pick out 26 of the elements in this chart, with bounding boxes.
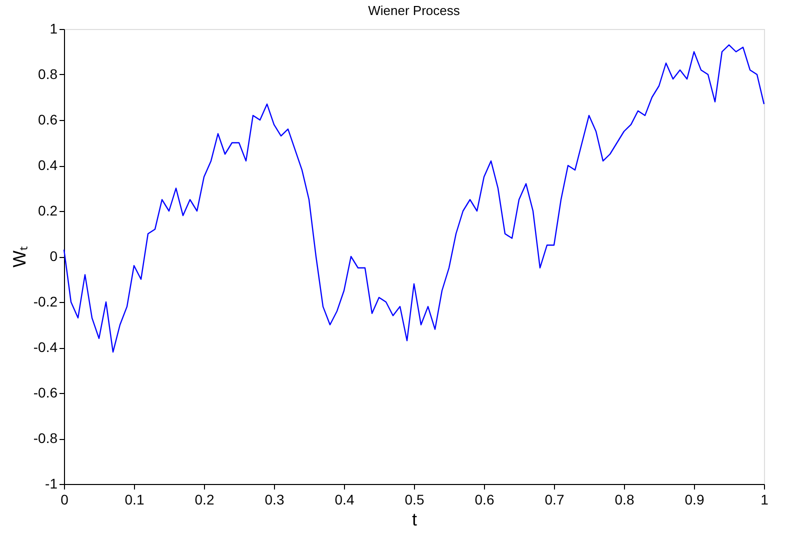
x-tick-label: 0.2 bbox=[194, 492, 214, 508]
y-tick-label: 0 bbox=[50, 248, 58, 264]
y-tick-label: 0.4 bbox=[38, 157, 58, 173]
x-tick-label: 0.4 bbox=[334, 492, 354, 508]
x-tick-label: 0.8 bbox=[614, 492, 634, 508]
y-tick-label: 1 bbox=[50, 20, 58, 36]
y-tick-label: -1 bbox=[45, 476, 58, 492]
x-tick-label: 0 bbox=[60, 492, 69, 508]
x-tick-label: 0.1 bbox=[124, 492, 144, 508]
line-series bbox=[63, 44, 765, 353]
y-tick-label: -0.8 bbox=[33, 430, 58, 446]
chart-title: Wiener Process bbox=[368, 3, 460, 18]
y-axis-title: Wₜ bbox=[9, 246, 30, 268]
x-tick-label: 0.3 bbox=[264, 492, 284, 508]
y-tick-label: -0.6 bbox=[33, 384, 58, 400]
x-tick-label: 0.7 bbox=[544, 492, 564, 508]
y-tick-label: -0.4 bbox=[33, 339, 58, 355]
y-tick-label: 0.2 bbox=[38, 202, 58, 218]
x-tick-label: 0.6 bbox=[474, 492, 494, 508]
x-tick-label: 0.9 bbox=[684, 492, 704, 508]
x-tick-label: 0.5 bbox=[404, 492, 424, 508]
x-tick-label: 1 bbox=[760, 492, 769, 508]
y-tick-label: 0.8 bbox=[38, 66, 58, 82]
y-tick-label: -0.2 bbox=[33, 294, 58, 310]
y-tick-label: 0.6 bbox=[38, 112, 58, 128]
x-axis-title: t bbox=[412, 510, 418, 530]
